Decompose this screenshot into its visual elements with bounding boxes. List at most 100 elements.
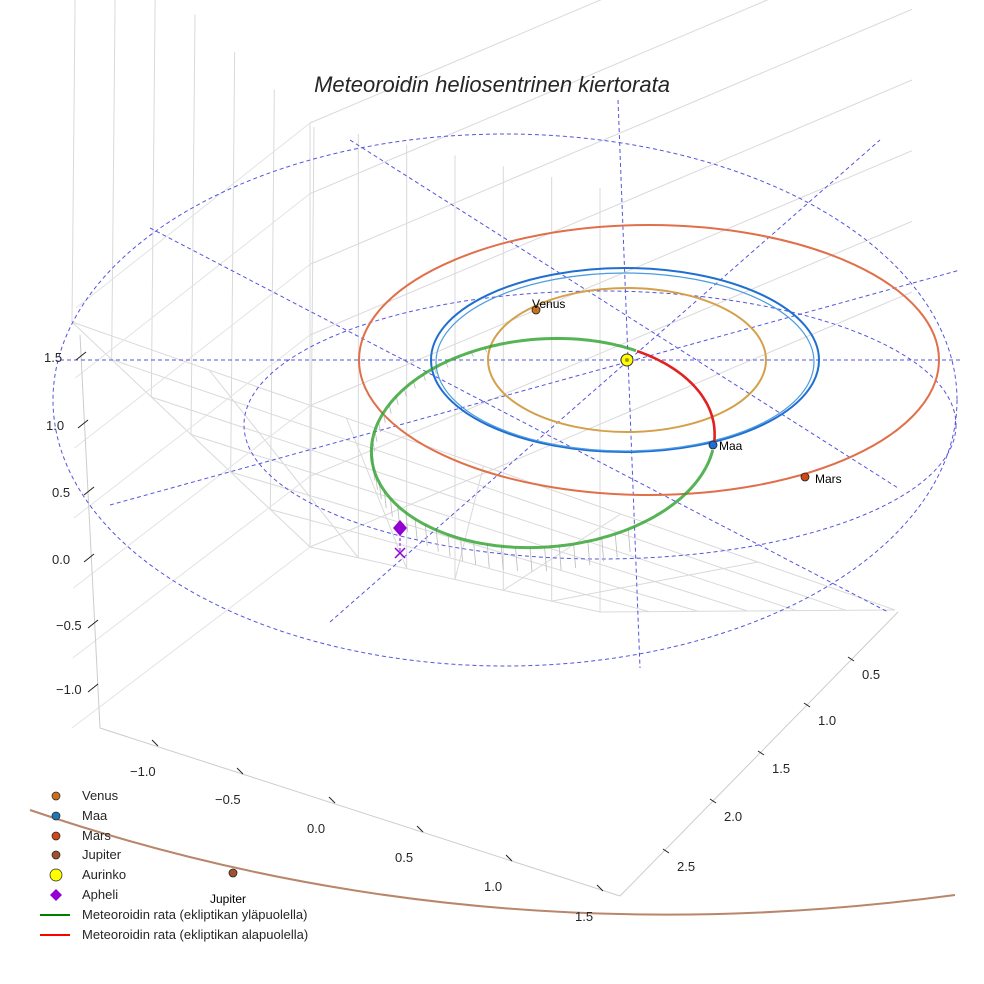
x-tick-mark bbox=[236, 767, 244, 775]
drop-line bbox=[405, 512, 409, 533]
legend-label: Jupiter bbox=[82, 847, 122, 863]
wall-gridline bbox=[111, 0, 116, 360]
wall-gridline bbox=[74, 263, 311, 449]
legend-label: Meteoroidin rata (ekliptikan alapuolella… bbox=[82, 926, 309, 942]
x-tick-mark bbox=[596, 884, 604, 892]
orbit-maa bbox=[430, 267, 820, 453]
z-tick-mark bbox=[83, 486, 95, 496]
y-tick-mark bbox=[709, 798, 717, 804]
drop-line bbox=[447, 534, 451, 557]
sun-center bbox=[625, 358, 629, 362]
chart-title: Meteoroidin heliosentrinen kiertorata bbox=[314, 72, 670, 97]
reference-ray bbox=[349, 139, 899, 489]
legend-label: Meteoroidin rata (ekliptikan yläpuolella… bbox=[82, 906, 308, 922]
drop-line bbox=[515, 547, 518, 572]
meteoroid-orbit-above bbox=[369, 336, 715, 550]
legend-marker bbox=[51, 851, 61, 860]
z-tick-mark bbox=[87, 683, 99, 693]
y-tick-mark bbox=[847, 656, 855, 662]
back-wall-grid bbox=[71, 0, 913, 729]
legend-label: Venus bbox=[82, 788, 119, 803]
legend-symbol bbox=[51, 811, 61, 821]
wall-gridline bbox=[75, 122, 311, 309]
legend-item: Maa bbox=[38, 806, 308, 826]
drop-line bbox=[460, 538, 463, 562]
floor-grid bbox=[71, 321, 896, 613]
x-axis-line bbox=[99, 727, 621, 897]
x-tick-label: −1.0 bbox=[130, 764, 156, 779]
legend-item: Aurinko bbox=[38, 865, 308, 885]
legend-marker bbox=[51, 831, 61, 840]
drop-line bbox=[587, 541, 591, 566]
floor-gridline bbox=[151, 396, 797, 612]
reference-ray bbox=[149, 227, 889, 613]
legend-item: Venus bbox=[38, 786, 308, 806]
legend: Venus Maa Mars Jupiter Aurinko Apheli Meteoroi… bbox=[38, 786, 308, 944]
x-tick-mark bbox=[416, 825, 424, 833]
reference-circle-1au bbox=[243, 290, 957, 560]
drop-line bbox=[414, 518, 418, 540]
meteoroid-orbit-below bbox=[636, 349, 716, 449]
orbit-maa-inner bbox=[435, 272, 815, 452]
orbit-mars bbox=[358, 224, 940, 496]
x-tick-label: 1.5 bbox=[575, 909, 593, 924]
drop-line bbox=[486, 544, 490, 568]
wall-gridline bbox=[73, 334, 311, 519]
z-tick-label: −0.5 bbox=[56, 618, 82, 633]
drop-line bbox=[424, 524, 428, 546]
legend-label: Apheli bbox=[82, 886, 119, 902]
wall-gridline bbox=[75, 193, 311, 379]
reference-ray bbox=[329, 139, 881, 623]
drop-line bbox=[573, 543, 576, 568]
drop-line bbox=[389, 498, 393, 517]
reference-ray bbox=[617, 99, 641, 669]
planet-label-jupiter: Jupiter bbox=[210, 892, 246, 906]
legend-symbol bbox=[51, 831, 61, 840]
legend-marker bbox=[49, 868, 63, 882]
planet-marker-jupiter bbox=[228, 868, 238, 878]
legend-symbol bbox=[50, 888, 62, 901]
z-tick-label: −1.0 bbox=[56, 682, 82, 697]
legend-item: Mars bbox=[38, 826, 308, 846]
legend-marker bbox=[40, 913, 70, 916]
wall-gridline bbox=[309, 0, 602, 124]
x-tick-mark bbox=[151, 739, 159, 747]
reference-circle-1-5au bbox=[52, 133, 958, 667]
aphelion-marker bbox=[393, 520, 407, 536]
legend-marker bbox=[51, 811, 61, 821]
y-tick-label: 1.0 bbox=[818, 713, 836, 728]
y-tick-mark bbox=[757, 750, 765, 756]
planet-marker-mars bbox=[800, 472, 810, 482]
legend-symbol bbox=[51, 791, 61, 801]
floor-gridline bbox=[111, 359, 846, 611]
planet-label-mars: Mars bbox=[815, 472, 842, 486]
z-tick-mark bbox=[75, 351, 87, 361]
wall-gridline bbox=[150, 0, 156, 398]
wall-gridline bbox=[72, 475, 311, 659]
x-tick-label: 1.0 bbox=[484, 879, 502, 894]
legend-marker bbox=[50, 888, 62, 901]
drop-line bbox=[558, 545, 562, 570]
legend-marker bbox=[51, 791, 61, 801]
y-tick-label: 2.5 bbox=[677, 859, 695, 874]
planet-label-maa: Maa bbox=[719, 439, 743, 453]
x-tick-label: 0.0 bbox=[307, 821, 325, 836]
wall-gridline bbox=[71, 546, 311, 729]
wall-gridline bbox=[71, 0, 76, 323]
z-tick-mark bbox=[83, 553, 95, 563]
y-tick-label: 2.0 bbox=[724, 809, 742, 824]
orbit-venus bbox=[487, 287, 767, 433]
drop-line bbox=[500, 546, 504, 570]
wall-gridline bbox=[309, 79, 913, 336]
floor-gridline bbox=[190, 434, 748, 612]
legend-symbol bbox=[49, 868, 63, 882]
x-tick-label: 0.5 bbox=[395, 850, 413, 865]
wall-gridline bbox=[230, 51, 236, 473]
z-tick-label: 0.0 bbox=[52, 552, 70, 567]
drop-line bbox=[627, 529, 631, 553]
drop-line bbox=[601, 537, 605, 562]
orbit-jupiter bbox=[29, 809, 956, 916]
wall-gridline bbox=[73, 405, 311, 589]
drop-line bbox=[529, 547, 533, 572]
